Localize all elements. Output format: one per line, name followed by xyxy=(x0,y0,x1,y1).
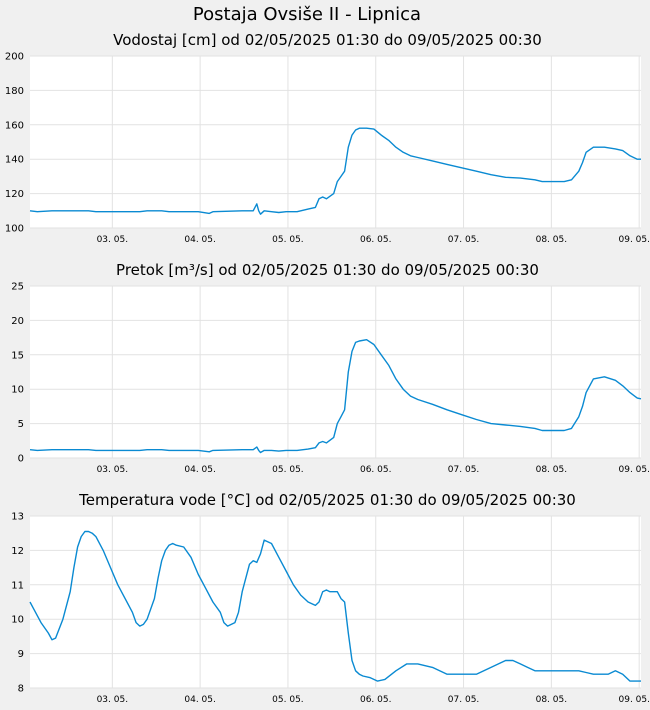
y-tick-label: 120 xyxy=(5,189,24,200)
chart-panel-3: Temperatura vode [°C] od 02/05/2025 01:3… xyxy=(11,491,650,705)
y-tick-label: 20 xyxy=(11,316,24,327)
chart-panel-1: Vodostaj [cm] od 02/05/2025 01:30 do 09/… xyxy=(5,31,650,245)
plot-area xyxy=(30,56,641,228)
y-tick-label: 11 xyxy=(11,580,24,591)
y-tick-label: 8 xyxy=(18,684,24,695)
x-tick-label: 08. 05. xyxy=(536,695,568,705)
x-tick-label: 05. 05. xyxy=(272,695,304,705)
plot-area xyxy=(30,516,641,688)
y-tick-label: 15 xyxy=(11,350,24,361)
chart-title: Temperatura vode [°C] od 02/05/2025 01:3… xyxy=(78,491,576,509)
x-tick-label: 06. 05. xyxy=(360,695,392,705)
chart-panel-2: Pretok [m³/s] od 02/05/2025 01:30 do 09/… xyxy=(11,261,650,475)
y-tick-label: 0 xyxy=(18,454,24,465)
x-tick-label: 03. 05. xyxy=(97,465,129,475)
x-tick-label: 03. 05. xyxy=(97,235,129,245)
x-tick-label: 06. 05. xyxy=(360,235,392,245)
y-tick-label: 9 xyxy=(18,649,24,660)
y-tick-label: 160 xyxy=(5,120,24,131)
x-tick-label: 04. 05. xyxy=(184,235,216,245)
y-tick-label: 200 xyxy=(5,52,24,63)
x-tick-label: 03. 05. xyxy=(97,695,129,705)
y-tick-label: 13 xyxy=(11,512,24,523)
chart-title: Pretok [m³/s] od 02/05/2025 01:30 do 09/… xyxy=(116,261,539,279)
data-series-line xyxy=(29,127,641,215)
y-tick-label: 140 xyxy=(5,155,24,166)
y-tick-label: 25 xyxy=(11,282,24,293)
x-tick-label: 04. 05. xyxy=(184,465,216,475)
x-tick-label: 07. 05. xyxy=(448,235,480,245)
x-tick-label: 04. 05. xyxy=(184,695,216,705)
x-tick-label: 05. 05. xyxy=(272,235,304,245)
data-series-line xyxy=(29,339,642,454)
y-tick-label: 10 xyxy=(11,615,24,626)
x-tick-label: 09. 05. xyxy=(619,465,650,475)
page-title: Postaja Ovsiše II - Lipnica xyxy=(193,4,421,25)
x-tick-label: 05. 05. xyxy=(272,465,304,475)
x-tick-label: 06. 05. xyxy=(360,465,392,475)
y-tick-label: 5 xyxy=(18,419,24,430)
chart-panels: Vodostaj [cm] od 02/05/2025 01:30 do 09/… xyxy=(5,31,650,705)
x-tick-label: 07. 05. xyxy=(448,695,480,705)
x-tick-label: 08. 05. xyxy=(536,465,568,475)
x-tick-label: 07. 05. xyxy=(448,465,480,475)
data-series-line xyxy=(29,530,641,682)
y-tick-label: 100 xyxy=(5,224,24,235)
y-tick-label: 12 xyxy=(11,546,24,557)
x-tick-label: 08. 05. xyxy=(536,235,568,245)
y-tick-label: 10 xyxy=(11,385,24,396)
x-tick-label: 09. 05. xyxy=(619,695,650,705)
y-tick-label: 180 xyxy=(5,86,24,97)
chart-title: Vodostaj [cm] od 02/05/2025 01:30 do 09/… xyxy=(113,31,542,49)
x-tick-label: 09. 05. xyxy=(619,235,650,245)
